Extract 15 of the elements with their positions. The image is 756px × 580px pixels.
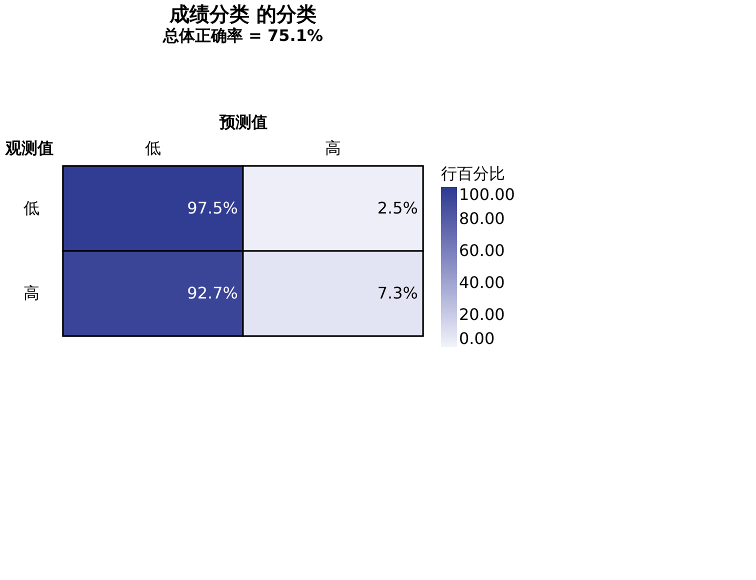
color-bar-label: 20.00 [459, 305, 505, 324]
chart-title: 成绩分类 的分类 [168, 2, 316, 26]
data-label: 92.7% [187, 284, 238, 302]
x-axis-title: 预测值 [218, 112, 268, 132]
color-bar-label: 60.00 [459, 241, 505, 260]
data-label: 7.3% [377, 284, 418, 302]
color-bar-label: 80.00 [459, 209, 505, 228]
color-bar-label: 0.00 [459, 329, 495, 348]
color-bar-title: 行百分比 [441, 164, 505, 183]
y-axis-title: 观测值 [4, 138, 54, 158]
data-label: 2.5% [377, 198, 418, 218]
chart-subtitle: 总体正确率 = 75.1% [162, 26, 324, 45]
data-label: 97.5% [187, 198, 238, 218]
color-bar-label: 40.00 [459, 273, 505, 292]
color-bar-label: 100.00 [459, 185, 515, 204]
